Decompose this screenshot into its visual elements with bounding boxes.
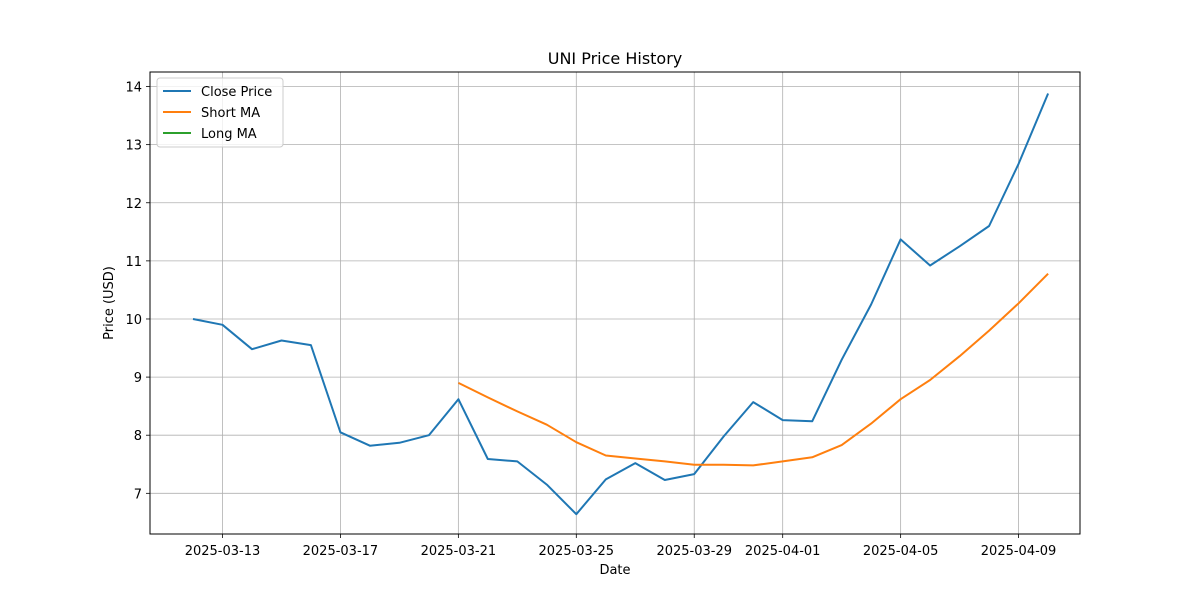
grid-lines <box>150 72 1080 534</box>
chart-title: UNI Price History <box>548 49 683 68</box>
plot-frame <box>149 71 1081 535</box>
x-tick-label: 2025-04-09 <box>981 544 1057 559</box>
legend-box <box>156 77 284 148</box>
x-tick-label: 2025-03-13 <box>185 544 261 559</box>
x-axis-title: Date <box>599 563 630 578</box>
y-tick-label: 11 <box>125 255 142 270</box>
close-price-line <box>192 93 1050 516</box>
y-tick-label: 7 <box>134 487 142 502</box>
x-tick-label: 2025-03-21 <box>421 544 497 559</box>
legend-label-long-ma: Long MA <box>201 127 257 142</box>
x-tick-label: 2025-03-29 <box>656 544 732 559</box>
series-lines <box>192 93 1050 516</box>
x-tick-label: 2025-03-25 <box>539 544 615 559</box>
y-tick-label: 9 <box>134 371 142 386</box>
y-tick-label: 10 <box>125 313 142 328</box>
legend-label-short-ma: Short MA <box>201 106 260 121</box>
legend-label-close-price: Close Price <box>201 85 272 100</box>
y-tick-label: 13 <box>125 139 142 154</box>
legend: Close Price Short MA Long MA <box>156 77 284 148</box>
x-tick-label: 2025-03-17 <box>303 544 379 559</box>
y-axis-title: Price (USD) <box>102 266 117 340</box>
x-tick-label: 2025-04-01 <box>745 544 821 559</box>
short-ma-line <box>457 272 1049 467</box>
y-tick-label: 12 <box>125 197 142 212</box>
x-tick-label: 2025-04-05 <box>863 544 939 559</box>
y-tick-label: 14 <box>125 81 142 96</box>
x-axis-ticks: 2025-03-13 2025-03-17 2025-03-21 2025-03-25… <box>185 534 1057 559</box>
y-axis-ticks: 7 8 9 10 11 12 13 14 <box>125 81 150 502</box>
y-tick-label: 8 <box>134 429 142 444</box>
